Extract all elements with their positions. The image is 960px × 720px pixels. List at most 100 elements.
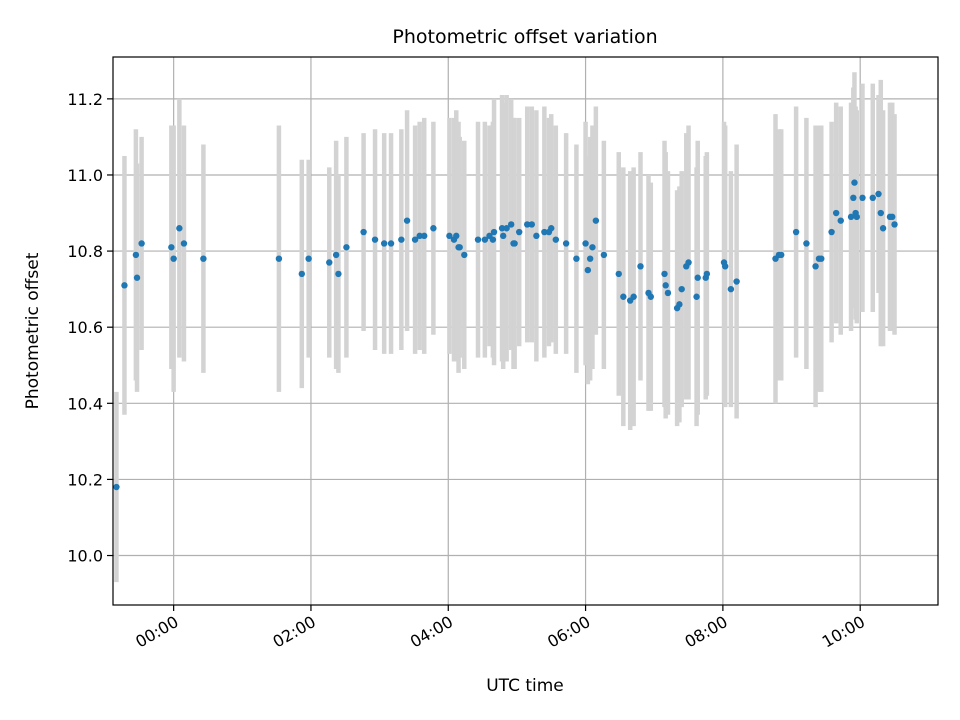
data-point (851, 179, 858, 186)
data-point (615, 270, 622, 278)
data-point (592, 217, 600, 224)
data-point (832, 209, 840, 217)
data-point (481, 236, 489, 243)
data-point (869, 194, 876, 202)
data-point (803, 240, 810, 247)
data-point (456, 244, 463, 251)
data-point (511, 240, 518, 247)
y-axis-label: Photometric offset (23, 252, 43, 409)
data-point (360, 228, 367, 236)
data-point (516, 228, 523, 236)
data-point (828, 228, 835, 236)
data-point (853, 213, 860, 221)
data-point (380, 240, 388, 247)
data-point (586, 255, 594, 262)
data-point (573, 255, 580, 262)
data-point (694, 274, 701, 281)
data-point (170, 255, 177, 262)
data-point (403, 217, 411, 224)
data-point (733, 278, 740, 285)
data-point (637, 263, 644, 270)
data-point (113, 483, 120, 491)
data-point (647, 293, 654, 300)
data-point (503, 225, 510, 232)
data-point (879, 225, 887, 232)
data-point (343, 244, 350, 251)
data-point (541, 228, 548, 236)
data-point (298, 270, 306, 278)
y-tick-label: 11.0 (67, 166, 103, 185)
data-point (837, 217, 844, 224)
data-point (620, 293, 627, 300)
data-point (676, 301, 683, 308)
data-point (562, 240, 570, 247)
data-point (387, 240, 395, 247)
y-tick-label: 10.6 (67, 318, 103, 337)
data-point (664, 289, 672, 297)
data-point (850, 194, 857, 202)
data-point (891, 221, 898, 228)
data-point (661, 270, 668, 278)
data-point (875, 190, 882, 198)
data-point (548, 225, 555, 232)
data-point (430, 225, 437, 232)
data-point (524, 221, 531, 228)
data-point (499, 232, 507, 240)
chart-title: Photometric offset variation (392, 26, 657, 48)
data-point (507, 221, 515, 228)
data-point (693, 293, 700, 300)
data-points (113, 179, 898, 491)
data-point (326, 259, 333, 266)
data-point (600, 251, 608, 259)
data-point (792, 228, 800, 236)
data-point (630, 293, 637, 300)
data-point (662, 282, 669, 289)
plot-frame (112, 56, 939, 606)
data-point (489, 236, 497, 243)
x-axis-label: UTC time (486, 676, 564, 696)
data-point (818, 255, 825, 262)
data-point (889, 213, 896, 221)
data-point (812, 263, 819, 270)
data-point (275, 255, 283, 262)
data-point (180, 240, 188, 247)
data-point (398, 236, 405, 243)
data-point (335, 270, 342, 278)
data-point (121, 282, 128, 289)
data-point (446, 232, 453, 240)
y-tick-label: 10.8 (67, 242, 103, 261)
data-point (859, 194, 866, 202)
data-point (305, 255, 312, 262)
data-point (847, 213, 855, 221)
y-tick-label: 10.4 (67, 394, 103, 413)
y-tick-label: 11.2 (67, 90, 103, 109)
data-point (332, 251, 340, 259)
data-point (678, 285, 685, 293)
data-point (703, 270, 711, 278)
data-point (461, 251, 468, 259)
data-point (421, 232, 428, 240)
data-point (877, 209, 884, 217)
y-tick-label: 10.0 (67, 547, 103, 566)
data-point (168, 244, 175, 251)
data-point (474, 236, 482, 243)
data-point (727, 285, 735, 293)
data-point (132, 251, 140, 259)
data-point (552, 236, 560, 243)
data-point (533, 232, 540, 240)
data-point (133, 274, 141, 281)
data-point (778, 251, 785, 259)
data-point (176, 225, 183, 232)
data-point (490, 228, 498, 236)
data-point (589, 244, 596, 251)
data-point (416, 232, 423, 240)
data-point (528, 221, 535, 228)
y-tick-label: 10.2 (67, 470, 103, 489)
data-point (685, 259, 692, 266)
data-point (200, 255, 207, 262)
data-point (721, 263, 729, 270)
data-point (371, 236, 379, 243)
data-point (498, 225, 506, 232)
data-point (582, 240, 589, 247)
